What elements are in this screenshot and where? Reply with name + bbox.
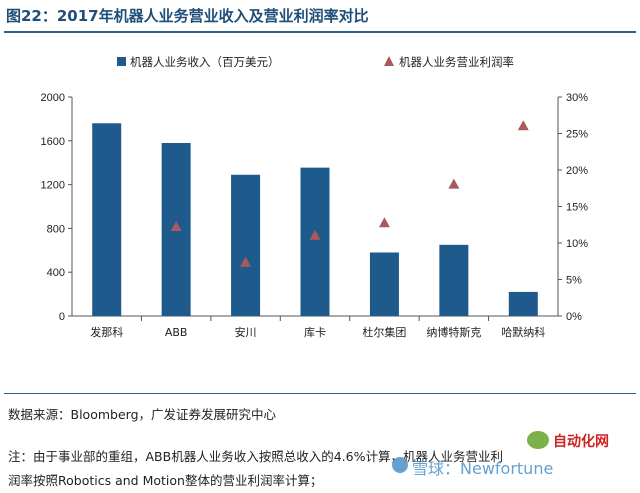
footnote-line-2: 润率按照Robotics and Motion整体的营业利润率计算； — [8, 473, 323, 488]
category-label: 杜尔集团 — [362, 325, 406, 339]
combo-chart: 0 400 800 1200 1600 2000 0% 5% 10% 15% 20% 25% 30% 发那… — [41, 55, 589, 339]
right-tick-label: 0% — [566, 311, 582, 323]
category-label: 发那科 — [90, 325, 123, 339]
left-tick-label: 400 — [47, 267, 65, 279]
watermark-site: 雪球：Newfortune — [412, 459, 554, 478]
category-label: 库卡 — [304, 326, 326, 339]
category-label: 安川 — [235, 325, 257, 339]
revenue-bar — [369, 252, 399, 316]
margin-point — [240, 256, 252, 267]
revenue-bar — [300, 167, 330, 316]
legend-point-swatch — [384, 56, 394, 66]
margin-point — [309, 229, 321, 240]
snowball-logo-icon — [392, 457, 408, 473]
right-tick-label: 5% — [566, 275, 582, 287]
left-tick-label: 800 — [47, 223, 65, 235]
revenue-bar — [92, 123, 122, 316]
wechat-icon — [527, 431, 549, 449]
category-label: 纳博特斯克 — [426, 325, 481, 339]
watermark-account: 自动化网 — [553, 434, 609, 450]
right-tick-label: 10% — [566, 238, 588, 250]
margin-point — [448, 178, 460, 189]
footnote-line-1: 注：由于事业部的重组，ABB机器人业务收入按照总收入的4.6%计算，机器人业务营… — [8, 449, 503, 464]
source-note: 数据来源：Bloomberg，广发证券发展研究中心 — [8, 407, 276, 422]
revenue-bar — [439, 244, 469, 316]
category-label: ABB — [165, 326, 188, 339]
margin-point — [517, 120, 529, 131]
right-tick-label: 20% — [566, 165, 588, 177]
right-tick-label: 15% — [566, 202, 588, 214]
right-tick-label: 30% — [566, 92, 588, 104]
category-label: 哈默纳科 — [501, 325, 545, 339]
revenue-bar — [231, 174, 261, 316]
legend-bar-swatch — [117, 57, 126, 66]
right-tick-label: 25% — [566, 129, 588, 141]
margin-point — [170, 220, 182, 231]
legend-bar-label: 机器人业务收入（百万美元） — [130, 55, 280, 69]
left-tick-label: 2000 — [41, 92, 65, 104]
left-tick-label: 1600 — [41, 136, 65, 148]
left-tick-label: 1200 — [41, 180, 65, 192]
chart-title: 图22：2017年机器人业务营业收入及营业利润率对比 — [6, 7, 369, 25]
title-divider — [4, 31, 636, 33]
margin-point — [378, 217, 390, 228]
legend-point-label: 机器人业务营业利润率 — [399, 55, 514, 69]
chart-bottom-divider — [4, 393, 636, 394]
left-tick-label: 0 — [59, 311, 65, 323]
revenue-bar — [508, 291, 538, 316]
